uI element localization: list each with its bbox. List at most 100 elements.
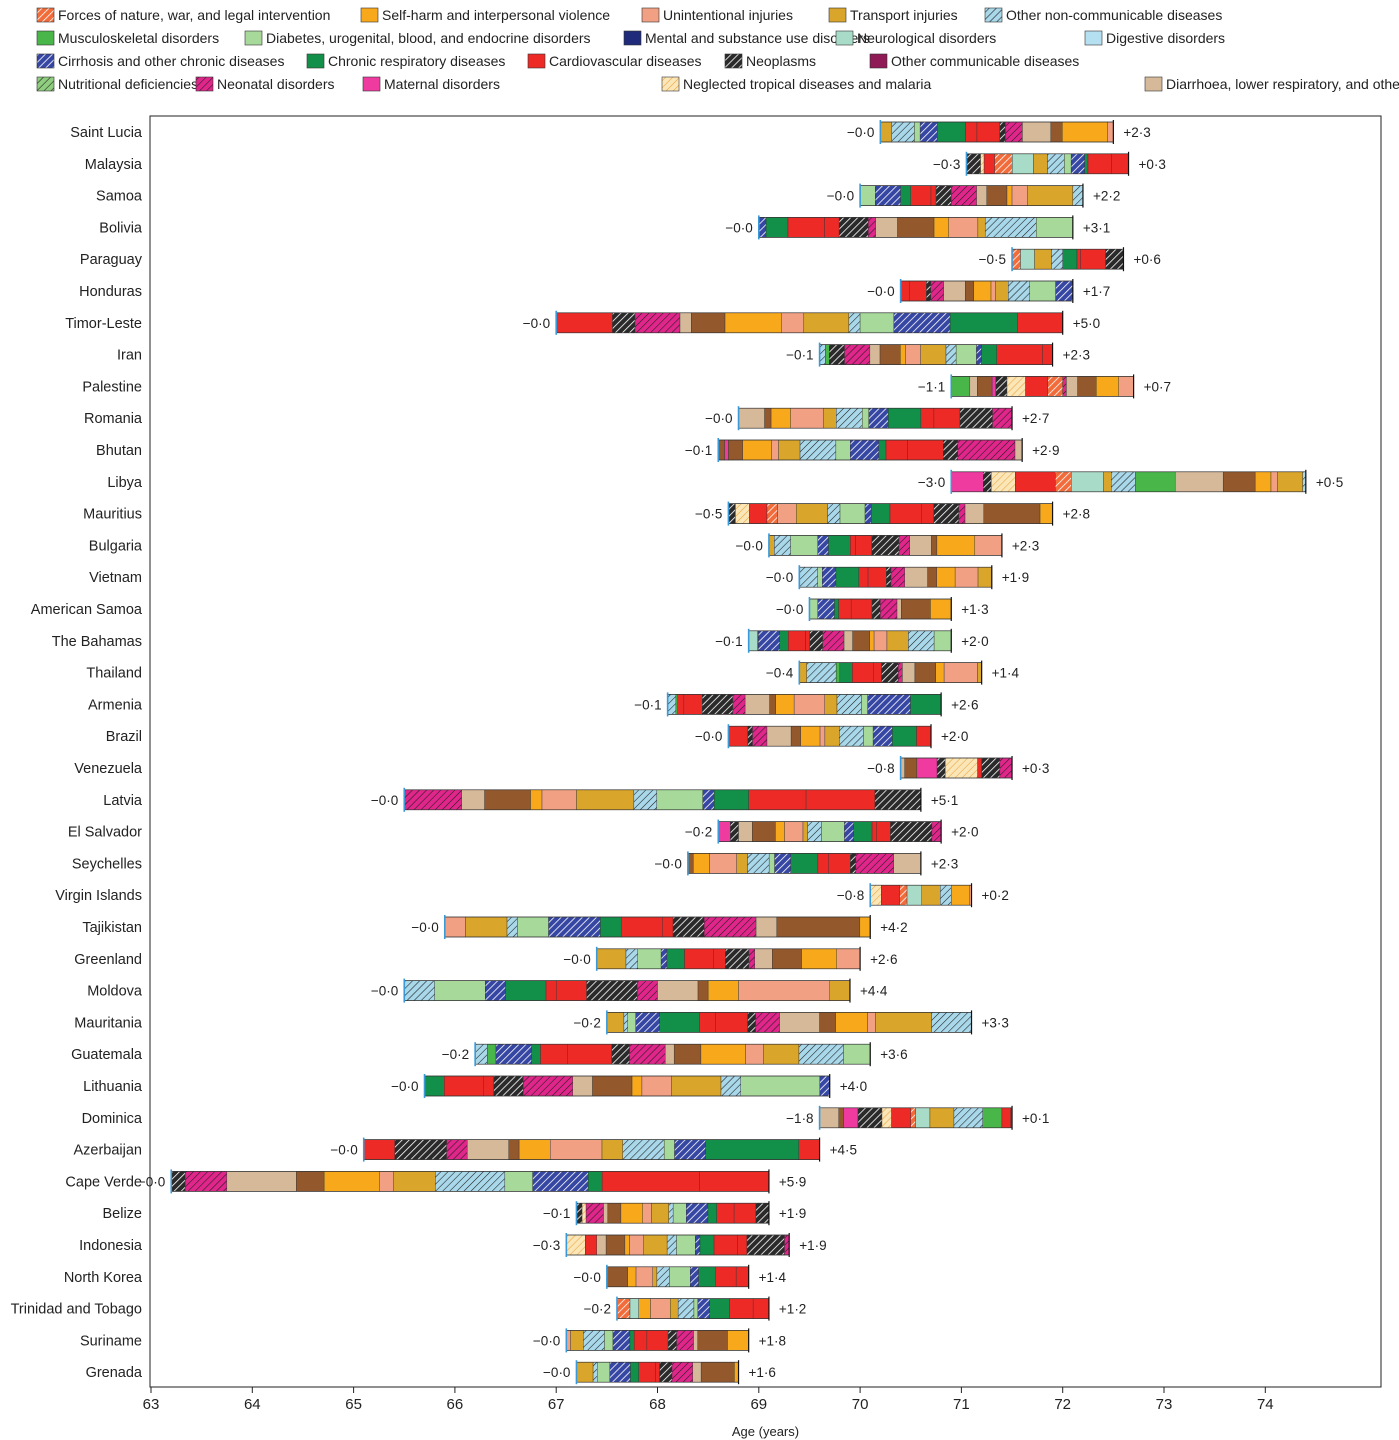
bar-segment-unintentional-injuries [379,1171,394,1192]
bar-segment-self-harm-and-interpersonal-violence [693,853,710,874]
bar-segment-cardiovascular-diseases [828,853,851,874]
bar-segment-neoplasms [702,694,734,715]
positive-change-label: +2·0 [961,634,988,649]
bar-segment-transport-injuries [822,408,837,429]
row-venezuela: Venezuela −0·8 +0·3 [74,756,1049,780]
bar-segment-neoplasms [728,503,736,524]
bar-segment-hiv-aids-and-tuberculosis [752,821,776,842]
negative-change-label: −0·5 [979,252,1006,267]
bar-segment-diarrhoea-lower-respiratory-and-other-common-infectious-diseases [943,280,966,302]
bar-segment-diarrhoea-lower-respiratory-and-other-common-infectious-diseases [665,1043,675,1065]
country-label: Seychelles [72,856,142,872]
bar-segment-diarrhoea-lower-respiratory-and-other-common-infectious-diseases [869,344,881,365]
country-label: The Bahamas [52,634,142,650]
bar-segment-unintentional-injuries [974,535,1003,556]
bar-segment-transport-injuries [596,948,627,969]
bar-segment-diabetes-urogenital-blood-and-endocrine-disorders [817,567,823,588]
negative-change-label: −0·0 [371,793,398,808]
bar-segment-transport-injuries [829,980,851,1001]
bar-segment-neurological-disorders [915,1107,931,1129]
row-bolivia: Bolivia −0·0 +3·1 [99,215,1110,240]
country-label: North Korea [64,1270,143,1286]
bar-segment-chronic-respiratory-diseases [709,1298,730,1319]
row-malaysia: Malaysia −0·3 +0·3 [85,151,1166,176]
bar-segment-cardiovascular-diseases [556,312,613,333]
bar-segment-chronic-respiratory-diseases [630,1361,639,1383]
bar-segment-other-non-communicable-diseases [931,1012,972,1033]
bar-segment-other-non-communicable-diseases [799,567,818,588]
bar-segment-neglected-tropical-diseases-and-malaria [991,471,1016,492]
bar-segment-neonatal-disorders [855,853,894,874]
bar-segment-hiv-aids-and-tuberculosis [728,439,743,461]
bar-segment-other-non-communicable-diseases [839,726,864,747]
bar-segment-unintentional-injuries [771,439,779,461]
country-label: Trinidad and Tobago [11,1302,142,1318]
negative-change-label: −1·1 [918,379,945,394]
bar-segment-hiv-aids-and-tuberculosis [897,217,935,238]
bar-segment-neonatal-disorders [629,1043,666,1065]
legend-label: Diabetes, urogenital, blood, and endocri… [266,30,591,46]
bar-segment-chronic-respiratory-diseases [910,694,942,715]
bar-segment-cardiovascular-diseases [910,185,932,206]
bar-segment-other-non-communicable-diseases [984,217,1037,238]
legend-label: Unintentional injuries [663,7,793,23]
negative-change-label: −0·1 [685,443,712,458]
row-grenada: Grenada −0·0 +1·6 [86,1360,776,1385]
negative-change-label: −0·0 [523,316,550,331]
legend-item-cardiovascular-diseases: Cardiovascular diseases [527,53,702,69]
bar-segment-self-harm-and-interpersonal-violence [627,1266,637,1288]
row-latvia: Latvia −0·0 +5·1 [103,787,958,812]
bar-segment-neoplasms [755,1202,770,1224]
country-label: Romania [84,411,143,427]
bar-segment-maternal-disorders [843,1107,859,1129]
bar-segment-transport-injuries [803,312,850,333]
bar-segment-self-harm-and-interpersonal-violence [638,1298,651,1319]
bar-segment-diabetes-urogenital-blood-and-endocrine-disorders [693,1298,699,1319]
legend-item-digestive-disorders: Digestive disorders [1084,30,1225,46]
positive-change-label: +2·3 [1063,348,1090,363]
negative-change-label: −0·0 [371,984,398,999]
bar-segment-musculoskeletal-disorders [951,376,971,397]
legend-item-mental-and-substance-use-disorders: Mental and substance use disorders [623,30,870,46]
bar-segment-neglected-tropical-diseases-and-malaria [980,153,985,175]
bar-segment-cardiovascular-diseases [871,821,877,842]
x-tick-label-68: 68 [649,1396,666,1413]
country-label: Mauritius [83,507,142,523]
bar-segment-cardiovascular-diseases [920,408,935,429]
bar-segment-transport-injuries [576,789,635,810]
bar-segment-diabetes-urogenital-blood-and-endocrine-disorders [955,344,977,365]
bar-segment-diarrhoea-lower-respiratory-and-other-common-infectious-diseases [738,408,765,429]
bar-segment-hiv-aids-and-tuberculosis [983,503,1041,524]
bar-segment-musculoskeletal-disorders [835,662,841,683]
country-label: Mauritania [74,1015,143,1031]
row-tajikistan: Tajikistan −0·0 +4·2 [82,915,908,939]
legend-item-forces-of-nature-war-and-legal-intervention: Forces of nature, war, and legal interve… [36,7,330,23]
bar-segment-cardiovascular-diseases [909,280,927,302]
bar-segment-diarrhoea-lower-respiratory-and-other-common-infectious-diseases [744,694,770,715]
country-label: Indonesia [79,1238,143,1254]
bar-segment-diabetes-urogenital-blood-and-endocrine-disorders [809,598,818,620]
bar-segment-transport-injuries [824,726,840,747]
bar-segment-transport-injuries [875,1012,932,1033]
bar-segment-cardiovascular-diseases [850,535,856,556]
bar-segment-other-non-communicable-diseases [404,980,435,1001]
bar-segment-self-harm-and-interpersonal-violence [951,885,970,906]
positive-change-label: +2·7 [1022,411,1049,426]
bar-segment-cardiovascular-diseases [684,948,714,969]
bar-segment-neonatal-disorders [671,1361,694,1383]
bar-segment-transport-injuries [995,280,1009,302]
positive-change-label: +0·6 [1133,252,1160,267]
bar-segment-cardiovascular-diseases [677,694,685,715]
bar-segment-forces-of-nature-war-and-legal-intervention [766,503,778,524]
bar-segment-neglected-tropical-diseases-and-malaria [566,1234,586,1256]
bar-segment-cardiovascular-diseases [540,1043,568,1065]
positive-change-label: +4·0 [840,1079,867,1094]
bar-segment-neglected-tropical-diseases-and-malaria [735,503,750,524]
bar-segment-cirrhosis-and-other-chronic-diseases [919,121,938,143]
negative-change-label: −0·2 [442,1047,469,1062]
bar-segment-diarrhoea-lower-respiratory-and-other-common-infectious-diseases [902,662,916,683]
bar-segment-cardiovascular-diseases [662,916,674,938]
bar-segment-neoplasms [936,757,946,779]
bar-segment-self-harm-and-interpersonal-violence [530,789,543,810]
